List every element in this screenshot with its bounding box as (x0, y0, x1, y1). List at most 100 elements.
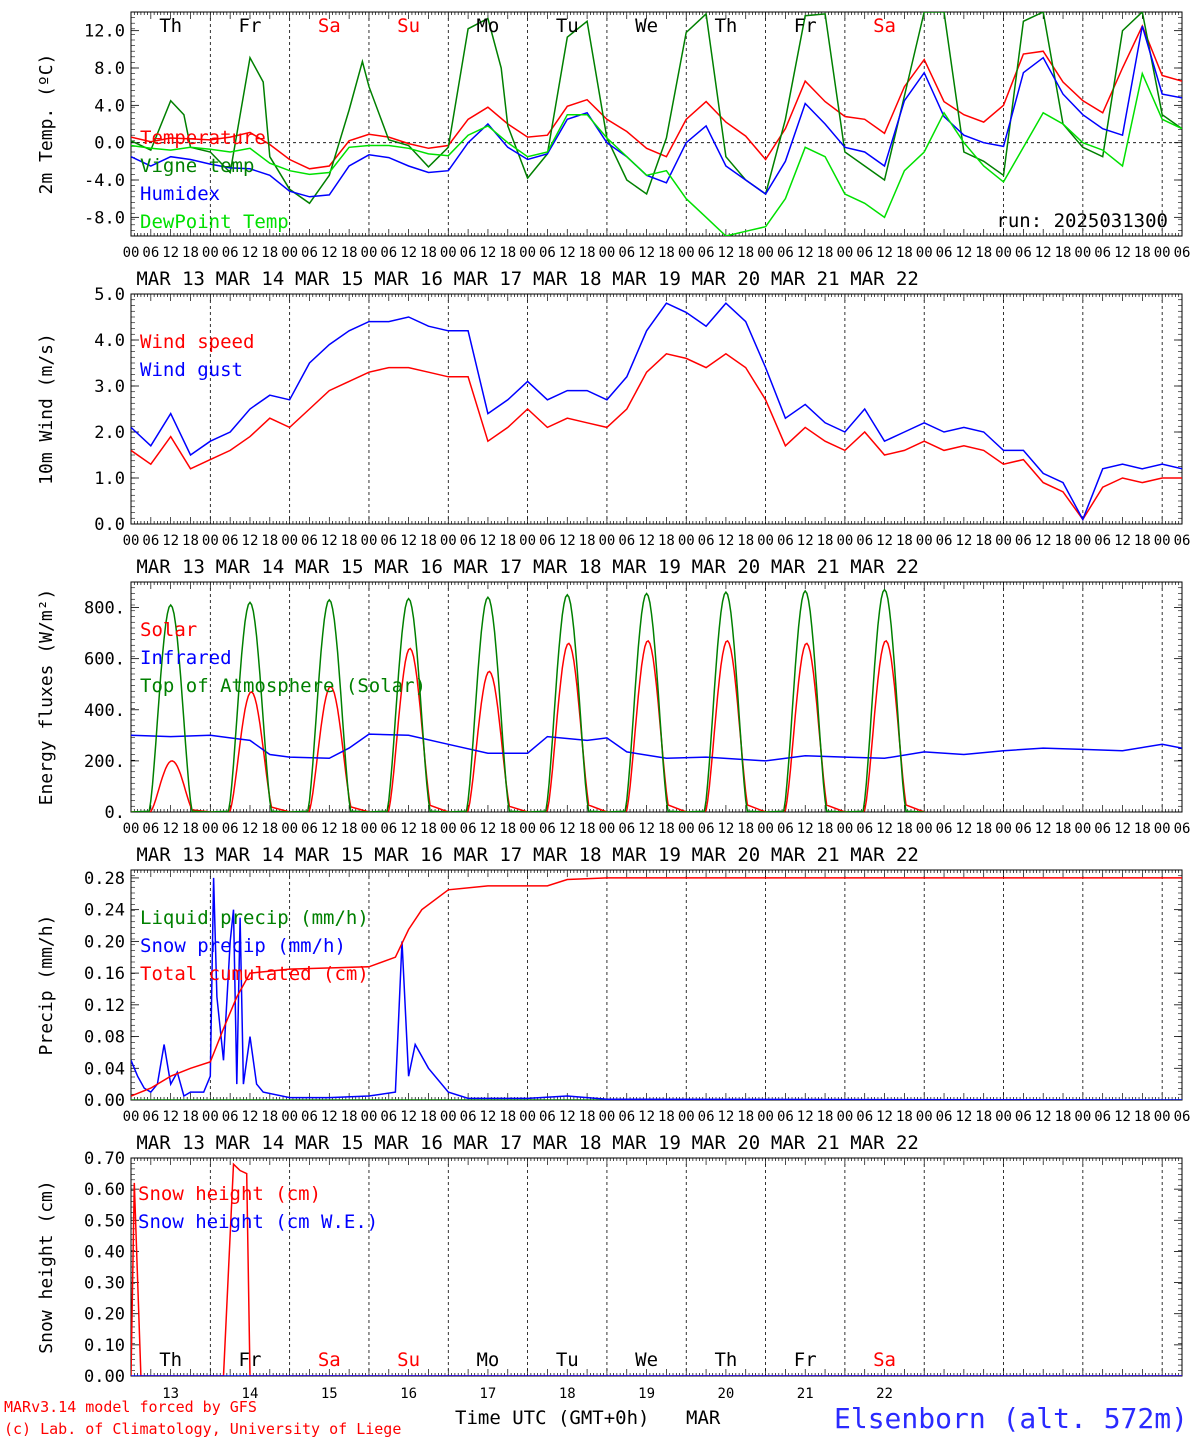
x-hour-label: 00 (1154, 245, 1171, 261)
x-hour-label: 18 (499, 245, 516, 261)
x-hour-label: 12 (955, 1109, 972, 1125)
x-hour-label: 18 (896, 1109, 913, 1125)
x-hour-label: 18 (499, 533, 516, 549)
x-hour-label: 12 (955, 245, 972, 261)
x-hour-label: 18 (261, 1109, 278, 1125)
x-hour-label: 12 (242, 245, 259, 261)
x-date-label: MAR 22 (850, 268, 919, 290)
x-hour-label: 00 (361, 1109, 378, 1125)
x-hour-label: 00 (598, 245, 615, 261)
x-hour-label: 12 (955, 821, 972, 837)
x-date-label: MAR 19 (612, 844, 681, 866)
x-date-label: MAR 19 (612, 1132, 681, 1154)
x-hour-label: 18 (658, 245, 675, 261)
x-hour-label: 06 (936, 245, 953, 261)
x-day-number: 20 (717, 1386, 734, 1402)
y-tick-label: 0.20 (84, 932, 125, 952)
y-axis-label: 2m Temp. (ºC) (36, 54, 57, 195)
x-hour-label: 06 (301, 821, 318, 837)
y-tick-label: 12.0 (84, 22, 125, 42)
x-hour-label: 06 (856, 1109, 873, 1125)
x-date-label: MAR 18 (533, 1132, 602, 1154)
x-date-label: MAR 20 (692, 556, 761, 578)
x-hour-label: 18 (420, 821, 437, 837)
x-hour-label: 18 (261, 821, 278, 837)
x-hour-label: 06 (380, 1109, 397, 1125)
x-hour-label: 06 (222, 821, 239, 837)
x-hour-label: 12 (162, 533, 179, 549)
x-hour-label: 18 (499, 1109, 516, 1125)
y-tick-label: 4.0 (94, 331, 125, 351)
x-hour-label: 00 (995, 1109, 1012, 1125)
y-tick-label: 0.12 (84, 996, 125, 1016)
x-hour-label: 18 (341, 1109, 358, 1125)
x-hour-label: 12 (876, 1109, 893, 1125)
x-hour-label: 18 (341, 245, 358, 261)
x-hour-label: 12 (876, 821, 893, 837)
y-tick-label: 4.0 (94, 96, 125, 116)
x-hour-label: 12 (638, 245, 655, 261)
x-hour-label: 00 (361, 533, 378, 549)
x-hour-label: 00 (440, 821, 457, 837)
x-date-label: MAR 18 (533, 268, 602, 290)
x-hour-label: 06 (1094, 533, 1111, 549)
x-hour-label: 18 (1055, 245, 1072, 261)
y-tick-label: 800. (84, 599, 125, 619)
x-date-label: MAR 21 (771, 268, 840, 290)
x-hour-label: 12 (1114, 1109, 1131, 1125)
weekday-label: Sa (873, 15, 896, 37)
x-hour-label: 18 (261, 533, 278, 549)
x-hour-label: 06 (618, 533, 635, 549)
x-hour-label: 00 (757, 245, 774, 261)
x-hour-label: 12 (717, 533, 734, 549)
weekday-label: Th (159, 1349, 182, 1371)
x-hour-label: 18 (1134, 533, 1151, 549)
x-hour-label: 00 (995, 245, 1012, 261)
x-hour-label: 12 (717, 821, 734, 837)
x-hour-label: 06 (460, 533, 477, 549)
x-hour-label: 18 (420, 1109, 437, 1125)
legend-entry: Humidex (140, 183, 220, 205)
x-date-label: MAR 13 (136, 1132, 205, 1154)
x-date-label: MAR 16 (374, 1132, 443, 1154)
x-hour-label: 18 (975, 821, 992, 837)
x-hour-label: 00 (836, 245, 853, 261)
x-hour-label: 12 (559, 245, 576, 261)
x-hour-label: 06 (936, 821, 953, 837)
weekday-label: Th (714, 15, 737, 37)
weekday-label: Fr (794, 1349, 817, 1371)
x-hour-label: 12 (480, 821, 497, 837)
x-hour-label: 00 (440, 245, 457, 261)
x-hour-label: 06 (698, 821, 715, 837)
x-hour-label: 00 (281, 245, 298, 261)
series-wind-speed (131, 352, 1182, 521)
x-hour-label: 12 (321, 821, 338, 837)
x-date-label: MAR 14 (216, 844, 285, 866)
series-infrared (131, 733, 1182, 762)
weekday-label: Su (397, 1349, 420, 1371)
x-hour-label: 18 (896, 245, 913, 261)
x-hour-label: 00 (440, 533, 457, 549)
x-hour-label: 12 (1035, 821, 1052, 837)
x-day-number: 16 (400, 1386, 417, 1402)
x-hour-label: 18 (817, 533, 834, 549)
x-hour-label: 00 (757, 1109, 774, 1125)
x-hour-label: 12 (638, 821, 655, 837)
x-hour-label: 12 (242, 821, 259, 837)
x-hour-label: 00 (757, 533, 774, 549)
x-hour-label: 12 (1035, 245, 1052, 261)
x-hour-label: 12 (400, 1109, 417, 1125)
x-hour-label: 18 (896, 821, 913, 837)
x-hour-label: 18 (975, 245, 992, 261)
legend-entry: Wind gust (140, 359, 243, 381)
x-date-label: MAR 18 (533, 556, 602, 578)
y-tick-label: 5.0 (94, 285, 125, 305)
legend-entry: Temperature (140, 127, 266, 149)
x-hour-label: 06 (698, 245, 715, 261)
x-date-label: MAR 21 (771, 844, 840, 866)
x-hour-label: 18 (1055, 821, 1072, 837)
x-hour-label: 00 (1074, 245, 1091, 261)
x-hour-label: 00 (678, 245, 695, 261)
x-hour-label: 06 (698, 1109, 715, 1125)
x-hour-label: 06 (856, 533, 873, 549)
